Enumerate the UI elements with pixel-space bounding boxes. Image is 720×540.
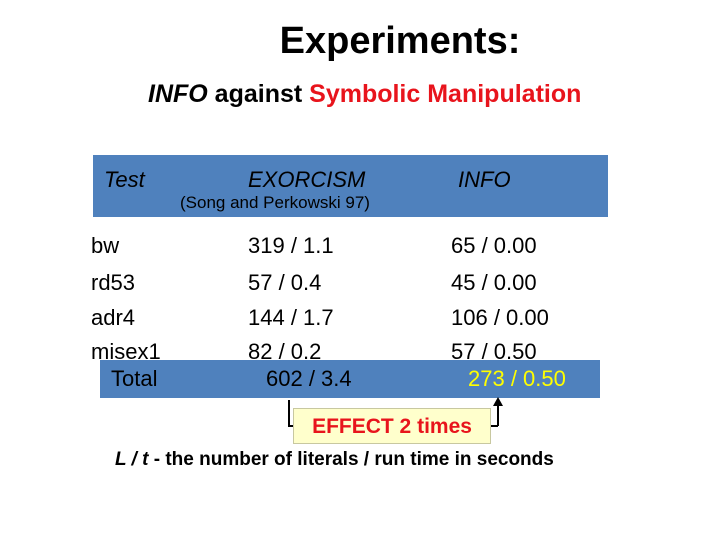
subtitle-symbolic: Symbolic Manipulation: [309, 80, 582, 108]
connector-left-tick: [288, 425, 294, 427]
footnote: L / t - the number of literals / run tim…: [115, 449, 554, 471]
header-test: Test: [104, 167, 145, 192]
row-test: bw: [91, 233, 120, 258]
row-exorcism: 82 / 0.2: [248, 339, 322, 364]
header-exorcism-note: (Song and Perkowski 97): [180, 193, 370, 212]
total-label: Total: [111, 366, 158, 391]
row-test: adr4: [91, 305, 136, 330]
effect-box: EFFECT 2 times: [293, 408, 491, 444]
row-info: 57 / 0.50: [451, 339, 537, 364]
subtitle-info: INFO: [148, 80, 208, 108]
row-info: 45 / 0.00: [451, 270, 537, 295]
connector-right: [497, 405, 499, 426]
footnote-symbol: L / t: [115, 449, 149, 470]
row-info: 65 / 0.00: [451, 233, 537, 258]
total-info: 273 / 0.50: [468, 366, 566, 391]
row-info: 106 / 0.00: [451, 305, 549, 330]
header-exorcism: EXORCISM: [248, 167, 366, 192]
table-header-band: [93, 155, 608, 217]
header-info: INFO: [458, 167, 511, 192]
row-test: misex1: [91, 339, 161, 364]
row-exorcism: 57 / 0.4: [248, 270, 322, 295]
subtitle-against: against: [207, 80, 310, 108]
total-band: [100, 360, 600, 398]
row-test: rd53: [91, 270, 136, 295]
row-exorcism: 319 / 1.1: [248, 233, 334, 258]
slide-subtitle: INFO against Symbolic Manipulation: [148, 80, 581, 109]
footnote-text: - the number of literals / run time in s…: [148, 449, 554, 470]
arrow-up-icon: [493, 397, 503, 406]
connector-left: [288, 400, 290, 426]
connector-right-tick: [490, 425, 498, 427]
total-exorcism: 602 / 3.4: [266, 366, 352, 391]
row-exorcism: 144 / 1.7: [248, 305, 334, 330]
slide-title: Experiments:: [279, 20, 521, 62]
